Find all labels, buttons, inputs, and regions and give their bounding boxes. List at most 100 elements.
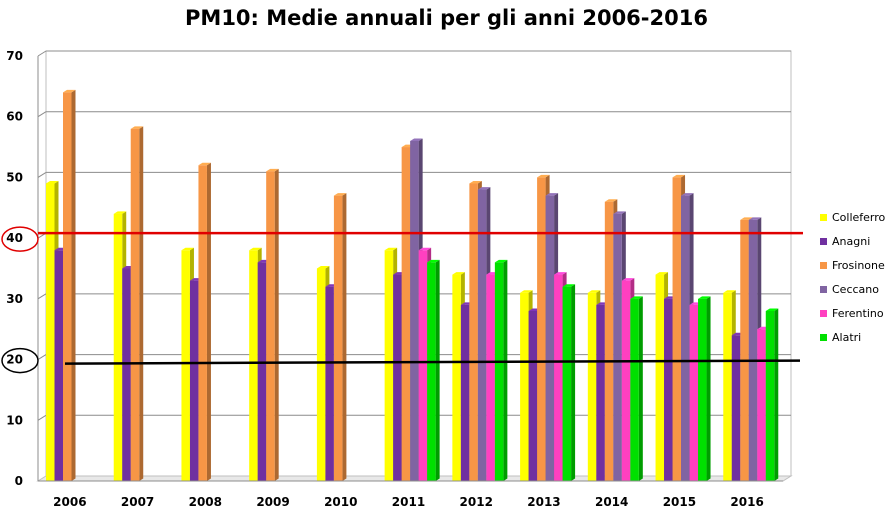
legend-item[interactable]: Colleferro	[820, 211, 886, 224]
tick-highlight-ellipse	[1, 226, 39, 252]
bar-top	[554, 272, 567, 275]
x-tick-label: 2011	[392, 495, 425, 509]
bar-front	[257, 262, 267, 481]
bar-front	[587, 292, 597, 481]
bar	[698, 296, 711, 481]
legend-item[interactable]: Ceccano	[820, 283, 879, 296]
bar-top	[46, 181, 59, 184]
bar-top	[316, 266, 330, 269]
legend-swatch	[820, 310, 827, 317]
bar-front	[189, 280, 199, 481]
bar-side	[638, 296, 643, 481]
legend-item[interactable]: Frosinone	[820, 259, 885, 272]
bar	[198, 162, 211, 482]
bar-top	[494, 259, 508, 263]
bar-top	[655, 272, 669, 275]
bar-side	[571, 284, 576, 481]
legend-swatch	[820, 334, 827, 341]
tick-highlight-ellipse	[1, 347, 39, 374]
bar-front	[130, 128, 140, 481]
bar-front	[748, 219, 758, 481]
x-tick-label: 2012	[460, 495, 493, 509]
x-tick-label: 2013	[527, 495, 560, 509]
bar-top	[765, 308, 779, 311]
bar-front	[113, 213, 123, 481]
legend-label: Alatri	[832, 331, 861, 344]
x-tick-label: 2015	[663, 495, 696, 509]
legend-swatch	[820, 238, 827, 245]
y-tick-label: 60	[6, 110, 23, 124]
bar-front	[401, 147, 411, 482]
bar-front	[554, 274, 563, 481]
bar	[765, 308, 779, 481]
axes	[37, 56, 783, 482]
gridline-side	[37, 354, 47, 360]
x-tick-label: 2016	[730, 495, 763, 509]
bar-top	[384, 247, 398, 251]
bar-top	[740, 217, 753, 220]
legend-swatch	[820, 214, 827, 221]
bar-front	[198, 165, 207, 482]
bar-front	[528, 311, 538, 481]
bar-side	[274, 168, 279, 481]
bar-top	[477, 187, 491, 190]
x-tick-label: 2014	[595, 495, 628, 509]
gridline-side	[37, 414, 47, 421]
bar-front	[562, 286, 572, 481]
bar-top	[469, 181, 482, 184]
bar-front	[63, 92, 72, 481]
bar-front	[545, 195, 555, 481]
bar-front	[249, 250, 258, 481]
legend-label: Ceccano	[832, 283, 879, 296]
bar-top	[63, 89, 76, 93]
y-tick-label: 20	[6, 353, 23, 367]
legend-label: Ferentino	[832, 307, 884, 320]
bar-front	[613, 213, 622, 481]
bar	[130, 126, 144, 481]
bar-top	[562, 284, 576, 287]
y-tick-label: 30	[6, 292, 23, 306]
bar-front	[757, 329, 766, 481]
bar-top	[537, 174, 550, 178]
legend-item[interactable]: Ferentino	[820, 307, 884, 320]
x-tick-label: 2006	[53, 495, 86, 509]
bar-front	[731, 335, 741, 481]
bar-front	[664, 298, 673, 481]
bar-front	[681, 195, 690, 481]
bars	[46, 89, 779, 482]
bar-top	[249, 247, 262, 251]
bar-side	[139, 126, 144, 481]
legend-item[interactable]: Anagni	[820, 235, 870, 248]
bar-front	[698, 298, 707, 481]
bar-front	[477, 189, 487, 482]
bar-top	[723, 290, 736, 293]
reference-lines	[38, 231, 803, 365]
bar-top	[748, 217, 762, 220]
x-tick-label: 2007	[121, 495, 154, 509]
legend-item[interactable]: Alatri	[820, 331, 861, 344]
bar-top	[630, 296, 643, 299]
bar-top	[520, 290, 533, 293]
bar-front	[494, 262, 504, 481]
bar-front	[469, 183, 478, 481]
bar-front	[765, 311, 775, 481]
bar-front	[333, 195, 343, 481]
bar-top	[130, 126, 144, 129]
bar-side	[206, 162, 211, 482]
bar	[630, 296, 643, 481]
x-tick-label: 2008	[189, 495, 222, 509]
legend[interactable]: Colleferro Anagni Frosinone Ceccano Ferentin…	[820, 211, 886, 344]
bar-front	[266, 171, 275, 481]
bar-front	[460, 304, 470, 481]
bar-side	[435, 259, 440, 481]
x-tick-labels: 2006 2007 2008 2009 2010 2011 2012 2013 2014 2015…	[53, 495, 764, 509]
bar-top	[113, 211, 127, 214]
bar-top	[613, 211, 626, 214]
bar-front	[54, 250, 63, 481]
gridline-side	[37, 172, 47, 178]
bar-top	[418, 247, 432, 251]
bar-front	[655, 274, 665, 481]
bar-front	[486, 274, 495, 481]
bar-top	[266, 168, 279, 172]
legend-label: Colleferro	[832, 211, 886, 224]
